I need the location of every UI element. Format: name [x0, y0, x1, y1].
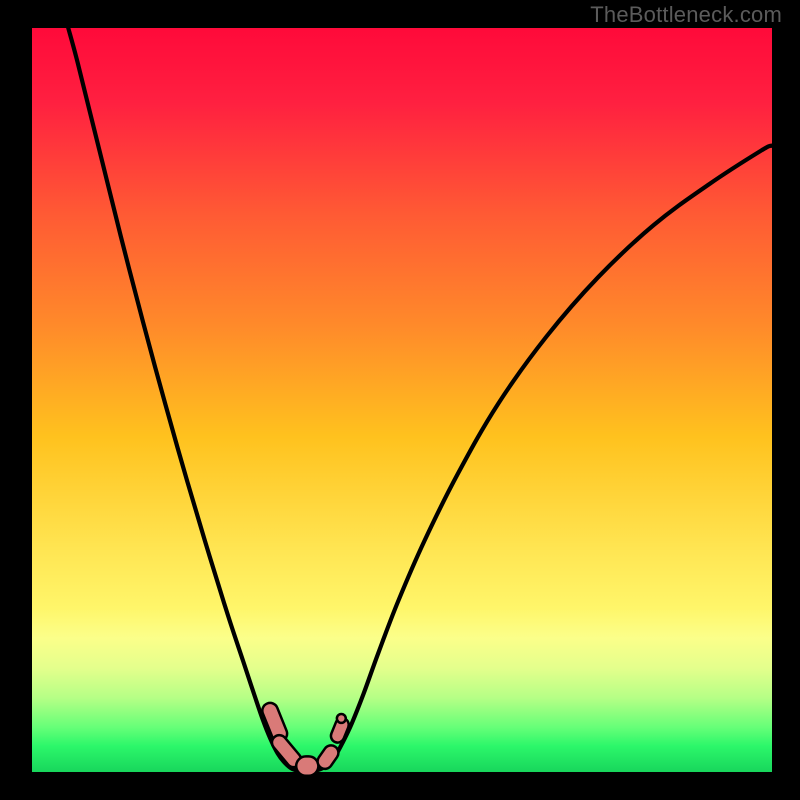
watermark-text: TheBottleneck.com: [590, 2, 782, 28]
plot-background: [32, 28, 772, 772]
chart-stage: TheBottleneck.com: [0, 0, 800, 800]
